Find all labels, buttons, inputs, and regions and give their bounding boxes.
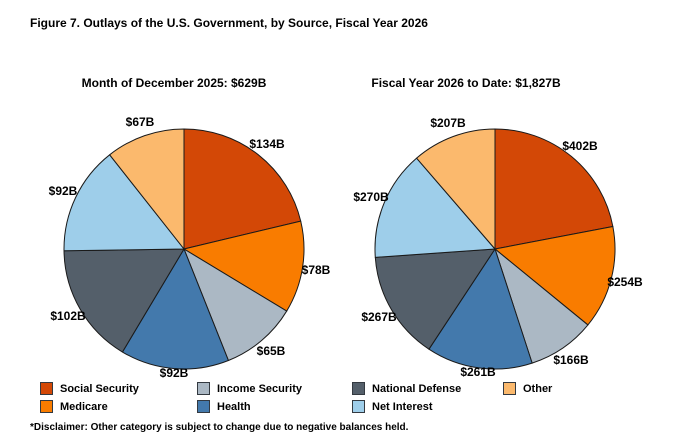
pie-slice-other [109,128,185,250]
disclaimer-footnote: *Disclaimer: Other category is subject t… [30,422,409,433]
pie-slice-medicare [494,226,616,326]
legend-label: Income Security [217,382,302,395]
pie-chart-fiscal-year [374,128,616,370]
pie-slice-other [416,128,496,250]
pie-slice-health [121,248,229,370]
pie-slice-national-defense [374,248,496,350]
legend-label: Medicare [60,400,108,413]
slice-label: $102B [50,309,86,323]
pie-slice-medicare [183,220,305,312]
pie-slice-net-interest [63,154,185,252]
pie-slice-social-security [183,128,302,250]
pie-slice-social-security [494,128,614,250]
slice-label: $92B [159,366,189,380]
left-pie-title: Month of December 2025: $629B [81,76,267,90]
legend-item-health: Health [197,400,251,413]
legend-item-income-security: Income Security [197,382,302,395]
legend-item-national-defense: National Defense [352,382,461,395]
figure-title: Figure 7. Outlays of the U.S. Government… [30,16,428,30]
legend-item-medicare: Medicare [40,400,108,413]
slice-label: $92B [48,184,78,198]
slice-label: $134B [249,137,285,151]
legend-swatch-icon [40,382,53,395]
legend-label: Net Interest [372,400,433,413]
legend-swatch-icon [352,382,365,395]
legend-label: Other [523,382,553,395]
legend-label: Health [217,400,251,413]
slice-label: $67B [125,115,155,129]
legend-label: Social Security [60,382,139,395]
legend-swatch-icon [503,382,516,395]
legend-item-other: Other [503,382,552,395]
slice-label: $261B [460,365,496,379]
pie-slice-national-defense [63,248,185,353]
slice-label: $267B [361,310,397,324]
slice-label: $254B [607,275,643,289]
legend-swatch-icon [40,400,53,413]
pie-slice-income-security [183,248,288,361]
pie-slice-health [428,248,533,370]
slice-label: $270B [353,190,389,204]
slice-label: $402B [562,139,598,153]
legend-swatch-icon [352,400,365,413]
pie-chart-december [63,128,305,370]
slice-label: $78B [301,263,331,277]
legend-item-social-security: Social Security [40,382,139,395]
pie-slice-net-interest [374,157,496,258]
legend-item-net-interest: Net Interest [352,400,433,413]
slice-label: $207B [430,116,466,130]
slice-label: $166B [553,353,589,367]
legend-swatch-icon [197,382,210,395]
legend-label: National Defense [372,382,462,395]
right-pie-title: Fiscal Year 2026 to Date: $1,827B [371,76,561,90]
slice-label: $65B [256,344,286,358]
legend-swatch-icon [197,400,210,413]
